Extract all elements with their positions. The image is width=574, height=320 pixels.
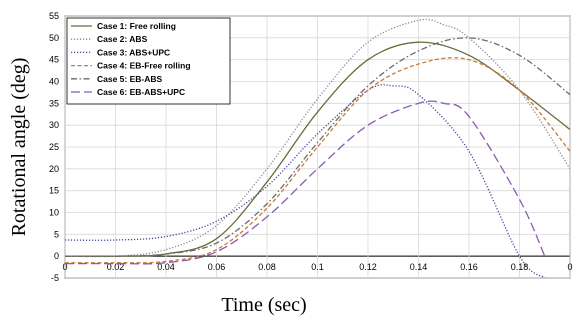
legend-label: Case 4: EB-Free rolling	[97, 61, 191, 71]
x-tick-label: 0.14	[410, 262, 428, 272]
x-tick-label: 0.06	[208, 262, 226, 272]
x-tick-label: 0	[62, 262, 67, 272]
legend-label: Case 6: EB-ABS+UPC	[97, 87, 185, 97]
y-tick-label: 30	[49, 120, 59, 130]
series-line	[65, 37, 570, 257]
y-tick-label: 20	[49, 164, 59, 174]
x-tick-label: 0.18	[511, 262, 529, 272]
y-tick-label: 10	[49, 208, 59, 218]
legend-label: Case 3: ABS+UPC	[97, 47, 170, 57]
legend-box	[66, 17, 231, 105]
legend-label: Case 2: ABS	[97, 34, 148, 44]
y-tick-label: 55	[49, 11, 59, 21]
x-tick-label: 0.04	[157, 262, 175, 272]
legend: Case 1: Free rolling Case 2: ABS Case 3: A…	[66, 17, 231, 105]
y-tick-label: 40	[49, 77, 59, 87]
y-tick-label: -5	[51, 273, 59, 283]
x-tick-label: 0.1	[311, 262, 324, 272]
x-tick-label: 0	[567, 262, 572, 272]
series-lines	[65, 18, 570, 278]
y-tick-label: 35	[49, 98, 59, 108]
y-tick-label: 15	[49, 186, 59, 196]
y-tick-label: 45	[49, 55, 59, 65]
x-tick-label: 0.12	[359, 262, 377, 272]
x-tick-label: 0.02	[107, 262, 125, 272]
y-tick-label: 50	[49, 33, 59, 43]
x-tick-label: 0.08	[258, 262, 276, 272]
x-tick-label: 0.16	[460, 262, 478, 272]
y-axis-title: Rotational angle (deg)	[8, 58, 30, 237]
series-line	[65, 18, 570, 258]
legend-label: Case 1: Free rolling	[97, 21, 176, 31]
legend-label: Case 5: EB-ABS	[97, 74, 163, 84]
x-axis-title: Time (sec)	[221, 294, 306, 316]
y-tick-label: 0	[54, 251, 59, 261]
y-tick-labels: -5 0 5 10 15 20 25 30 35 40 45 50 55	[49, 11, 59, 283]
x-tick-labels: 0 0.02 0.04 0.06 0.08 0.1 0.12 0.14 0.16 0.18 0	[62, 262, 572, 272]
y-tick-label: 25	[49, 142, 59, 152]
y-tick-label: 5	[54, 229, 59, 239]
series-line	[65, 57, 570, 264]
